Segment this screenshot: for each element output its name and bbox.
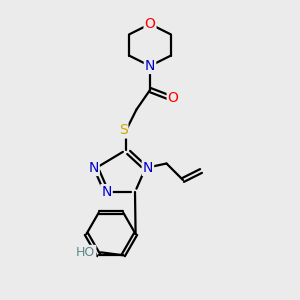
- Text: N: N: [88, 161, 99, 175]
- Text: S: S: [118, 124, 127, 137]
- Text: N: N: [101, 185, 112, 199]
- Text: HO: HO: [76, 246, 95, 259]
- Text: O: O: [145, 17, 155, 31]
- Text: N: N: [143, 161, 153, 175]
- Text: N: N: [145, 59, 155, 73]
- Text: O: O: [168, 91, 178, 104]
